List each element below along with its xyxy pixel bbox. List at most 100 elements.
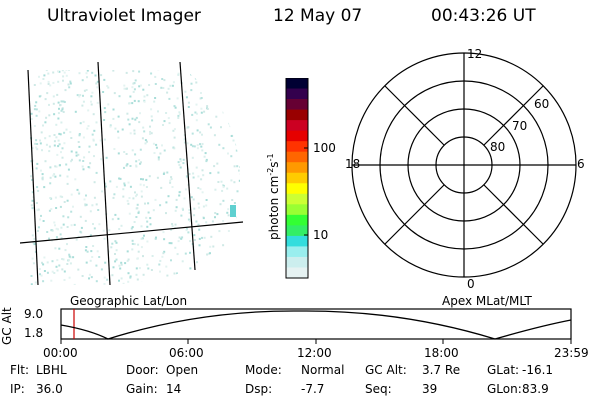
uv-speckle bbox=[39, 82, 42, 85]
uv-speckle bbox=[112, 70, 115, 72]
uv-speckle bbox=[157, 70, 160, 71]
uv-speckle bbox=[131, 117, 134, 120]
uv-speckle bbox=[199, 188, 202, 191]
uv-speckle bbox=[197, 202, 200, 205]
uv-speckle bbox=[115, 185, 118, 188]
uv-speckle bbox=[107, 103, 110, 106]
uv-speckle bbox=[57, 70, 59, 73]
instrument-title: Ultraviolet Imager bbox=[47, 6, 201, 26]
uv-speckle bbox=[90, 250, 93, 253]
meridian-line bbox=[27, 69, 39, 286]
uv-speckle bbox=[162, 87, 165, 89]
uv-speckle bbox=[149, 133, 151, 135]
uv-speckle bbox=[103, 78, 106, 81]
uv-speckle bbox=[81, 104, 84, 107]
uv-speckle bbox=[174, 209, 177, 212]
uv-speckle bbox=[111, 274, 114, 277]
uv-speckle bbox=[91, 71, 94, 74]
uv-speckle bbox=[77, 268, 80, 271]
uv-speckle bbox=[165, 212, 167, 215]
uv-speckle bbox=[166, 274, 169, 277]
uv-speckle bbox=[230, 155, 233, 158]
uv-speckle bbox=[163, 149, 166, 152]
uv-speckle bbox=[30, 275, 33, 277]
uv-speckle bbox=[35, 167, 38, 170]
uv-speckle bbox=[160, 86, 163, 89]
uv-speckle bbox=[33, 243, 36, 246]
uv-speckle bbox=[95, 264, 98, 267]
uv-speckle bbox=[162, 252, 165, 255]
uv-speckle bbox=[183, 197, 186, 200]
uv-speckle bbox=[143, 130, 146, 133]
uv-speckle bbox=[54, 224, 56, 227]
uv-speckle bbox=[220, 180, 223, 183]
uv-speckle bbox=[70, 210, 73, 213]
colorbar-tick-10: 10 bbox=[313, 228, 329, 242]
uv-speckle bbox=[78, 145, 81, 148]
altitude-ytick-9: 9.0 bbox=[24, 307, 44, 321]
uv-speckle bbox=[61, 195, 64, 198]
info-key: Dsp: bbox=[245, 382, 273, 396]
uv-speckle bbox=[67, 216, 70, 219]
info-key: GLat: bbox=[487, 363, 520, 377]
info-value: 14 bbox=[166, 382, 182, 396]
uv-speckle bbox=[114, 240, 117, 243]
uv-speckle bbox=[230, 179, 233, 182]
uv-speckle bbox=[57, 112, 60, 115]
uv-speckle bbox=[155, 146, 158, 149]
uv-speckle bbox=[233, 202, 236, 204]
uv-speckle bbox=[57, 228, 59, 231]
uv-speckle bbox=[96, 250, 99, 253]
uv-speckle bbox=[71, 158, 73, 161]
uv-speckle bbox=[64, 249, 67, 252]
uv-speckle bbox=[43, 74, 46, 77]
uv-speckle bbox=[213, 134, 216, 137]
colorbar-segment bbox=[286, 172, 308, 184]
uv-speckle bbox=[126, 112, 129, 115]
uv-speckle bbox=[144, 139, 147, 142]
uv-speckle bbox=[51, 229, 54, 232]
meridian-line bbox=[179, 61, 196, 271]
uv-speckle bbox=[58, 264, 61, 267]
uv-speckle bbox=[181, 236, 184, 239]
uv-speckle bbox=[40, 274, 43, 277]
uv-speckle bbox=[152, 142, 155, 145]
uv-speckle bbox=[163, 238, 166, 241]
uv-speckle bbox=[198, 228, 201, 231]
uv-speckle bbox=[103, 237, 106, 240]
uv-speckle bbox=[142, 184, 145, 187]
apex-title: Apex MLat/MLT bbox=[442, 294, 532, 308]
uv-speckle bbox=[79, 230, 82, 233]
uv-speckle bbox=[106, 85, 109, 87]
uv-speckle bbox=[158, 263, 161, 266]
uv-speckle bbox=[227, 152, 229, 155]
uv-speckle bbox=[222, 186, 225, 189]
uv-speckle bbox=[38, 95, 41, 98]
uv-speckle bbox=[112, 117, 115, 120]
uv-speckle bbox=[201, 236, 203, 239]
uv-speckle bbox=[49, 197, 52, 199]
uv-speckle bbox=[69, 262, 72, 265]
uv-speckle bbox=[53, 140, 56, 143]
uv-speckle bbox=[140, 178, 142, 181]
uv-speckle bbox=[150, 115, 153, 118]
uv-speckle bbox=[133, 243, 136, 246]
uv-speckle bbox=[77, 235, 80, 238]
uv-speckle bbox=[140, 246, 143, 249]
uv-speckle bbox=[175, 206, 178, 209]
uv-speckle bbox=[33, 108, 36, 111]
uv-speckle bbox=[139, 148, 142, 151]
uv-speckle bbox=[85, 72, 88, 75]
uv-speckle bbox=[123, 182, 126, 185]
uv-speckle bbox=[51, 270, 54, 273]
uv-speckle bbox=[46, 261, 49, 264]
uv-speckle bbox=[201, 149, 204, 152]
uv-speckle bbox=[36, 186, 39, 189]
uv-speckle bbox=[128, 197, 131, 199]
uv-speckle bbox=[88, 145, 91, 148]
uv-speckle bbox=[60, 237, 63, 240]
uv-speckle bbox=[122, 195, 125, 198]
uv-speckle bbox=[131, 102, 134, 105]
uv-speckle bbox=[205, 204, 208, 207]
